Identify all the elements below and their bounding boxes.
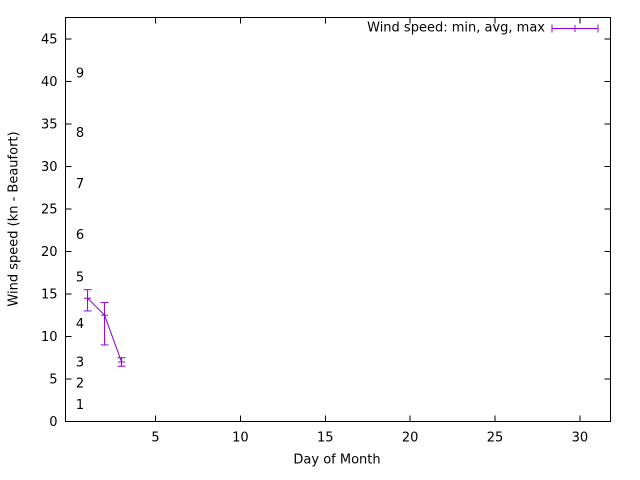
plot-border bbox=[65, 17, 611, 422]
beaufort-scale-label: 7 bbox=[76, 177, 84, 192]
y-tick-label: 5 bbox=[49, 372, 57, 387]
legend-label: Wind speed: min, avg, max bbox=[367, 20, 545, 36]
x-axis-title: Day of Month bbox=[293, 452, 381, 468]
x-tick-label: 5 bbox=[151, 431, 159, 446]
beaufort-scale-label: 9 bbox=[76, 66, 84, 81]
y-tick-label: 20 bbox=[41, 245, 58, 260]
beaufort-scale-label: 1 bbox=[76, 398, 84, 413]
beaufort-scale-label: 2 bbox=[76, 377, 84, 392]
y-tick-label: 30 bbox=[41, 160, 58, 175]
y-tick-label: 15 bbox=[41, 287, 58, 302]
beaufort-scale-label: 6 bbox=[76, 228, 84, 243]
x-tick-label: 15 bbox=[317, 431, 334, 446]
beaufort-scale-label: 8 bbox=[76, 126, 84, 141]
x-tick-label: 20 bbox=[402, 431, 419, 446]
y-tick-label: 0 bbox=[49, 415, 57, 430]
beaufort-scale-label: 5 bbox=[76, 270, 84, 285]
y-tick-label: 45 bbox=[41, 32, 58, 47]
x-tick-label: 25 bbox=[487, 431, 504, 446]
beaufort-scale-label: 4 bbox=[76, 317, 84, 332]
y-tick-label: 10 bbox=[41, 330, 58, 345]
y-tick-label: 40 bbox=[41, 75, 58, 90]
beaufort-scale-label: 3 bbox=[76, 355, 84, 370]
y-tick-label: 25 bbox=[41, 202, 58, 217]
y-tick-label: 35 bbox=[41, 117, 58, 132]
y-axis-title: Wind speed (kn - Beaufort) bbox=[6, 131, 22, 307]
x-tick-label: 10 bbox=[232, 431, 249, 446]
x-tick-label: 30 bbox=[572, 431, 589, 446]
